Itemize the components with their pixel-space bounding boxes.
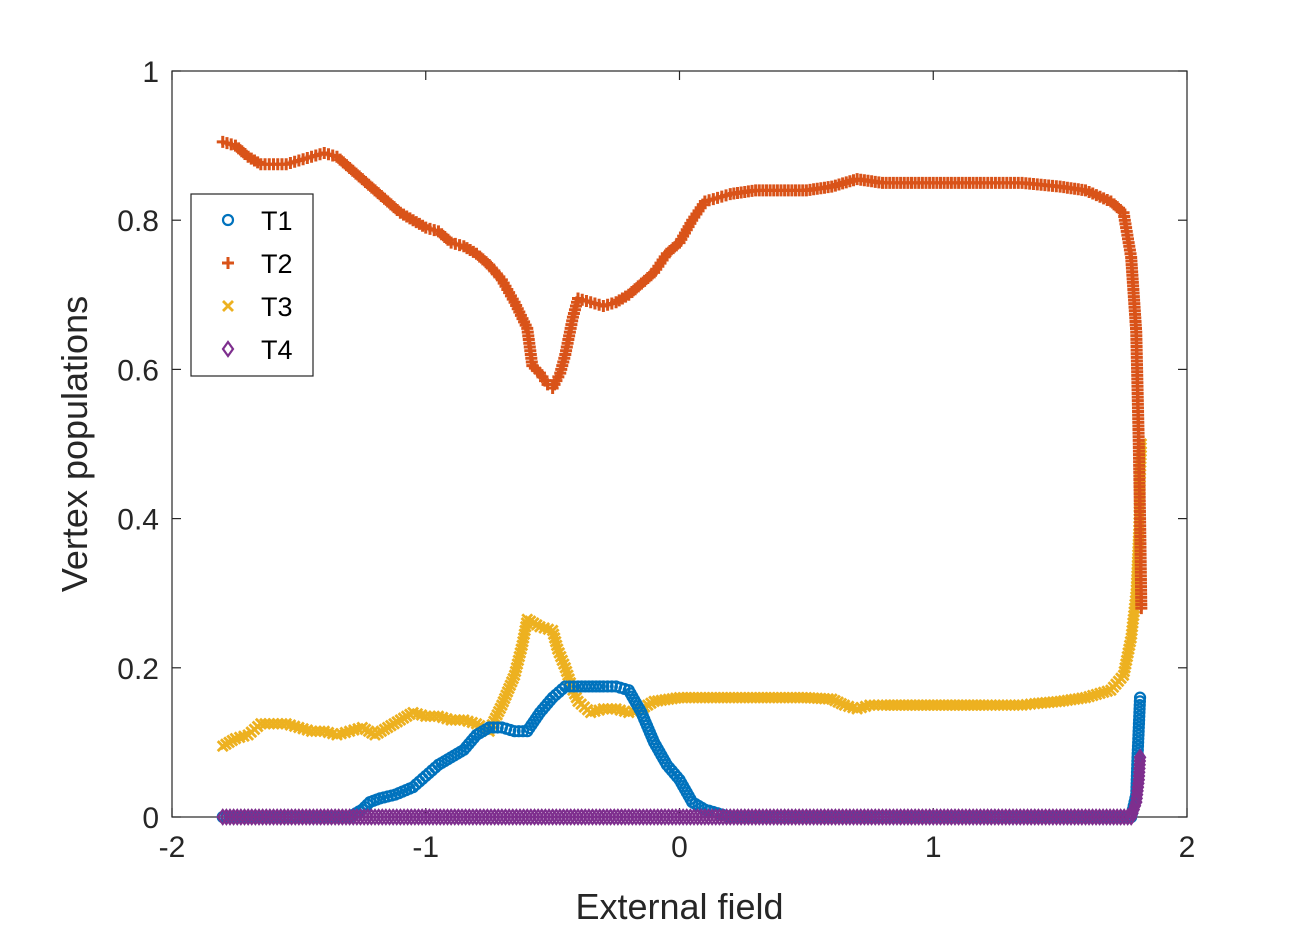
y-axis-title: Vertex populations: [54, 296, 95, 592]
series-layer: [216, 135, 1148, 826]
data-point: [1133, 691, 1147, 704]
data-point: [1133, 698, 1146, 712]
x-tick-label: 2: [1179, 831, 1196, 864]
data-point: [1132, 717, 1146, 730]
legend-item-t3: T3: [222, 292, 293, 322]
ticks-layer: [171, 70, 1188, 818]
legend-box: [190, 193, 314, 377]
data-point: [491, 721, 504, 734]
data-point: [1133, 748, 1147, 767]
data-point: [1135, 602, 1148, 615]
data-point: [1132, 728, 1145, 742]
data-point: [1132, 725, 1145, 738]
y-tick-label: 1: [142, 56, 159, 89]
data-point: [1133, 710, 1146, 723]
data-point: [593, 680, 606, 693]
x-tick-label: -1: [412, 831, 439, 864]
data-point: [483, 721, 496, 734]
legend-marker: [221, 340, 235, 358]
legend-marker: [221, 213, 235, 227]
data-point: [1132, 721, 1145, 734]
tick-labels-layer: -2 -1 0 1 2 0 0.2 0.4 0.6 0.8 1: [117, 56, 1195, 864]
data-point: [597, 680, 610, 693]
data-point: [605, 680, 618, 693]
data-point: [516, 725, 530, 738]
data-point: [1133, 695, 1146, 708]
y-tick-label: 0.6: [117, 354, 159, 387]
x-axis-title: External field: [575, 886, 783, 927]
data-point: [1121, 808, 1135, 826]
legend-label: T4: [261, 335, 293, 365]
legend-label: T1: [261, 206, 293, 236]
y-tick-label: 0.2: [117, 653, 159, 686]
y-tick-label: 0: [142, 802, 159, 835]
legend-entries: T1 T2 T3 T4: [221, 206, 293, 365]
series-t3: [216, 438, 1148, 753]
data-point: [556, 683, 569, 696]
data-point: [590, 680, 603, 693]
x-tick-label: 1: [925, 831, 942, 864]
legend-item-t4: T4: [221, 335, 293, 365]
series-t2: [216, 135, 1148, 615]
data-point: [1133, 706, 1146, 719]
y-tick-label: 0.4: [117, 504, 159, 537]
legend: T1 T2 T3 T4: [190, 193, 314, 377]
series-t4: [216, 748, 1147, 826]
data-point: [1131, 740, 1145, 753]
data-point: [1133, 702, 1146, 715]
legend-label: T3: [261, 292, 293, 322]
legend-item-t1: T1: [221, 206, 293, 236]
data-point: [1133, 713, 1146, 727]
data-point: [559, 680, 572, 693]
data-point: [601, 680, 614, 693]
data-point: [567, 680, 580, 693]
data-point: [508, 725, 521, 738]
data-point: [487, 721, 500, 734]
data-point: [563, 680, 576, 693]
data-point: [512, 725, 525, 738]
x-tick-label: -2: [159, 831, 186, 864]
x-tick-label: 0: [671, 831, 688, 864]
data-point: [1132, 732, 1145, 745]
data-point: [1132, 736, 1145, 749]
legend-marker: [222, 257, 234, 269]
y-tick-label: 0.8: [117, 205, 159, 238]
legend-label: T2: [261, 249, 293, 279]
legend-marker: [222, 300, 234, 312]
legend-item-t2: T2: [222, 249, 293, 279]
